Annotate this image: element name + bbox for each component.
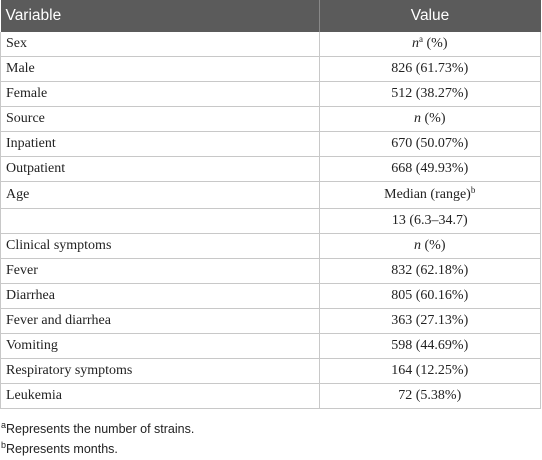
value-text: b bbox=[470, 185, 476, 195]
variable-cell: Leukemia bbox=[0, 383, 320, 409]
footnotes: aRepresents the number of strains. bRepre… bbox=[0, 419, 542, 459]
table-row: 13 (6.3–34.7) bbox=[0, 208, 541, 234]
variable-cell: Age bbox=[0, 181, 320, 209]
footnote: aRepresents the number of strains. bbox=[1, 419, 542, 439]
value-text: 670 (50.07%) bbox=[391, 136, 469, 151]
value-cell: n (%) bbox=[318, 233, 541, 259]
value-cell: na (%) bbox=[318, 32, 541, 57]
value-cell: 598 (44.69%) bbox=[318, 333, 541, 359]
footnote-text: Represents the number of strains. bbox=[6, 422, 195, 436]
table-row: Sex na (%) bbox=[0, 32, 541, 57]
variable-cell: Respiratory symptoms bbox=[0, 358, 320, 384]
value-cell: 832 (62.18%) bbox=[318, 258, 541, 284]
value-text: 72 (5.38%) bbox=[398, 388, 462, 403]
value-text: 668 (49.93%) bbox=[391, 161, 469, 176]
variable-cell: Vomiting bbox=[0, 333, 320, 359]
table-head: Variable Value bbox=[0, 0, 541, 32]
footnote-mark: a bbox=[1, 420, 7, 430]
table-row: Respiratory symptoms 164 (12.25%) bbox=[0, 358, 541, 384]
table-row: Source n (%) bbox=[0, 106, 541, 132]
value-text: n bbox=[414, 111, 421, 126]
value-text: 512 (38.27%) bbox=[391, 86, 469, 101]
table-row: Leukemia 72 (5.38%) bbox=[0, 383, 541, 409]
variable-cell: Clinical symptoms bbox=[0, 233, 320, 259]
table-row: Clinical symptoms n (%) bbox=[0, 233, 541, 259]
value-cell: 164 (12.25%) bbox=[318, 358, 541, 384]
value-text: (%) bbox=[421, 238, 446, 253]
table-row: Male 826 (61.73%) bbox=[0, 56, 541, 82]
table-row: Vomiting 598 (44.69%) bbox=[0, 333, 541, 359]
variable-cell: Fever bbox=[0, 258, 320, 284]
table-row: Inpatient 670 (50.07%) bbox=[0, 131, 541, 157]
value-cell: 363 (27.13%) bbox=[318, 308, 541, 334]
table-row: Fever and diarrhea 363 (27.13%) bbox=[0, 308, 541, 334]
value-text: 826 (61.73%) bbox=[391, 61, 469, 76]
value-cell: 72 (5.38%) bbox=[318, 383, 541, 409]
value-text: 164 (12.25%) bbox=[391, 363, 469, 378]
table-row: Outpatient 668 (49.93%) bbox=[0, 156, 541, 182]
value-text: (%) bbox=[423, 36, 448, 51]
footnote-text: Represents months. bbox=[6, 442, 118, 456]
table-row: Female 512 (38.27%) bbox=[0, 81, 541, 107]
footnote-mark: b bbox=[1, 440, 7, 450]
value-text: 363 (27.13%) bbox=[391, 313, 469, 328]
value-cell: 670 (50.07%) bbox=[318, 131, 541, 157]
variable-cell: Female bbox=[0, 81, 320, 107]
value-text: 832 (62.18%) bbox=[391, 263, 469, 278]
variable-cell: Diarrhea bbox=[0, 283, 320, 309]
variable-cell bbox=[0, 208, 320, 234]
value-text: n bbox=[414, 238, 421, 253]
value-text: Median (range) bbox=[384, 187, 471, 202]
value-cell: n (%) bbox=[318, 106, 541, 132]
value-text: (%) bbox=[421, 111, 446, 126]
value-text: a bbox=[419, 34, 423, 44]
table-row: Age Median (range)b bbox=[0, 181, 541, 209]
value-text: 13 (6.3–34.7) bbox=[391, 213, 468, 228]
footnote: bRepresents months. bbox=[1, 439, 542, 459]
header-row: Variable Value bbox=[0, 0, 541, 32]
variable-cell: Source bbox=[0, 106, 320, 132]
variable-cell: Fever and diarrhea bbox=[0, 308, 320, 334]
value-cell: 512 (38.27%) bbox=[318, 81, 541, 107]
table-body: Sex na (%) Male 826 (61.73%) Female 512 (38.2… bbox=[0, 32, 541, 409]
value-cell: 668 (49.93%) bbox=[318, 156, 541, 182]
header-cell: Variable bbox=[0, 0, 320, 32]
header-cell: Value bbox=[319, 0, 541, 32]
table-row: Fever 832 (62.18%) bbox=[0, 258, 541, 284]
value-text: n bbox=[412, 36, 419, 51]
value-cell: Median (range)b bbox=[318, 181, 541, 209]
variable-cell: Sex bbox=[0, 32, 320, 57]
value-cell: 826 (61.73%) bbox=[318, 56, 541, 82]
value-cell: 805 (60.16%) bbox=[318, 283, 541, 309]
variable-cell: Outpatient bbox=[0, 156, 320, 182]
data-table: Variable Value Sex na (%) Male 826 (61.73%)… bbox=[0, 0, 541, 409]
value-text: 805 (60.16%) bbox=[391, 288, 469, 303]
variable-cell: Male bbox=[0, 56, 320, 82]
variable-cell: Inpatient bbox=[0, 131, 320, 157]
table-row: Diarrhea 805 (60.16%) bbox=[0, 283, 541, 309]
value-text: 598 (44.69%) bbox=[391, 338, 469, 353]
value-cell: 13 (6.3–34.7) bbox=[318, 208, 541, 234]
